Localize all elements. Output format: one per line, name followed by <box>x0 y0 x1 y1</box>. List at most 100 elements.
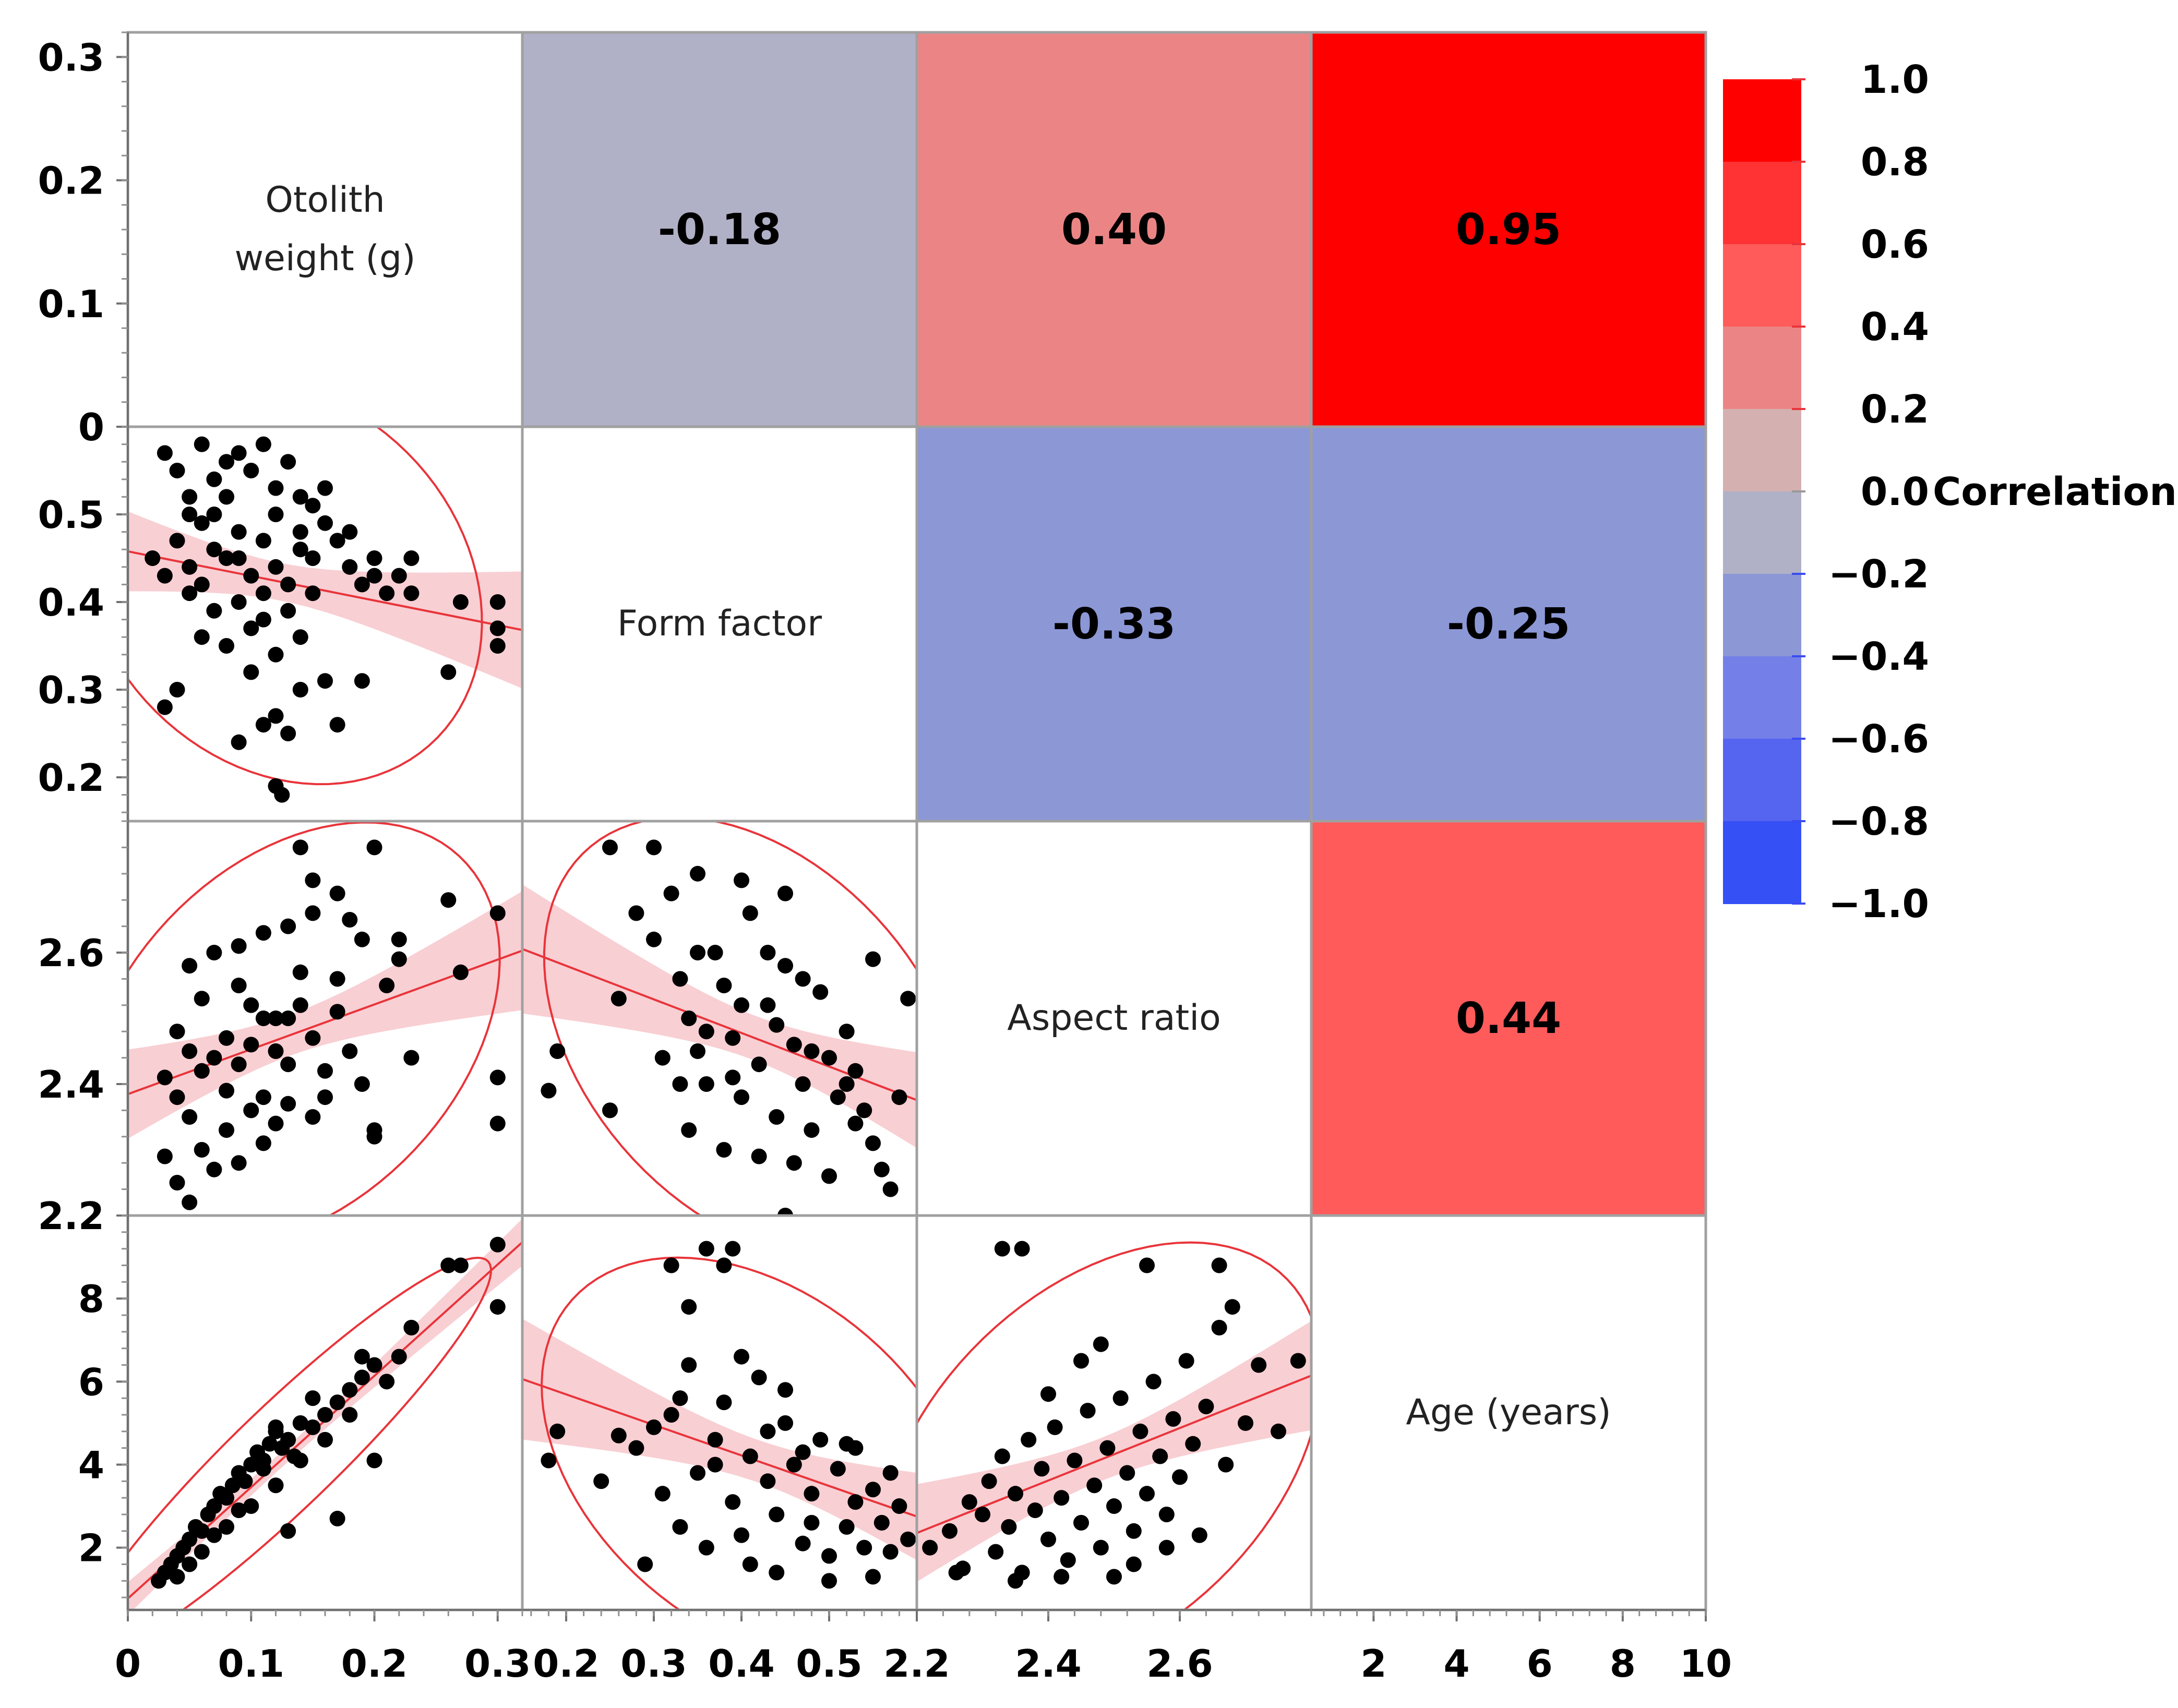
data-point <box>219 454 234 470</box>
data-point <box>182 489 198 505</box>
data-point <box>900 991 916 1007</box>
data-point <box>961 1494 977 1510</box>
data-point <box>231 550 247 566</box>
data-point <box>698 1024 714 1040</box>
data-point <box>804 1514 820 1531</box>
data-point <box>219 1490 234 1506</box>
data-point <box>354 673 370 689</box>
data-point <box>489 638 506 654</box>
data-point <box>690 865 705 882</box>
data-point <box>292 542 308 558</box>
legend-swatch <box>1723 162 1801 245</box>
data-point <box>725 1241 741 1257</box>
data-point <box>255 1089 271 1105</box>
legend-swatch <box>1723 656 1801 739</box>
data-point <box>255 611 271 628</box>
data-point <box>1178 1353 1194 1369</box>
data-point <box>292 489 308 505</box>
legend-tick-label: −0.4 <box>1828 634 1929 679</box>
data-point <box>403 1319 420 1336</box>
data-point <box>206 542 222 558</box>
legend-tick-label: 1.0 <box>1861 57 1929 102</box>
legend-tick-label: 0.4 <box>1861 305 1929 350</box>
data-point <box>1139 1257 1155 1273</box>
data-point <box>804 1043 820 1059</box>
data-point <box>760 1423 776 1439</box>
legend-swatch <box>1723 244 1801 327</box>
data-point <box>804 1486 820 1502</box>
x-tick-label: 2 <box>1360 1642 1386 1686</box>
legend-swatch <box>1723 491 1801 574</box>
data-point <box>769 1109 785 1125</box>
correlation-value: 0.44 <box>1456 994 1561 1043</box>
x-tick-label: 2.2 <box>883 1642 950 1686</box>
data-point <box>900 1531 916 1547</box>
data-point <box>882 1544 899 1560</box>
data-point <box>1047 1419 1063 1435</box>
data-point <box>786 1155 802 1171</box>
data-point <box>777 1382 793 1398</box>
data-point <box>452 964 469 980</box>
y-tick-label: 4 <box>78 1443 104 1487</box>
data-point <box>830 1461 846 1477</box>
x-tick-label: 0 <box>115 1642 141 1686</box>
data-point <box>305 1419 321 1435</box>
data-point <box>243 620 259 636</box>
data-point <box>602 1102 618 1118</box>
data-point <box>268 1115 284 1132</box>
data-point <box>646 839 662 856</box>
data-point <box>292 839 308 856</box>
data-point <box>342 1406 358 1423</box>
data-point <box>292 629 308 645</box>
y-tick-label: 6 <box>78 1360 104 1404</box>
data-point <box>243 1102 259 1118</box>
legend-tick-label: −0.8 <box>1828 799 1929 844</box>
data-point <box>865 1569 881 1585</box>
data-point <box>1158 1506 1175 1522</box>
data-point <box>292 524 308 540</box>
data-point <box>1034 1461 1050 1477</box>
data-point <box>1112 1390 1129 1406</box>
data-point <box>734 1089 749 1105</box>
data-point <box>1093 1539 1109 1556</box>
data-point <box>681 1011 697 1026</box>
data-point <box>255 436 271 452</box>
data-point <box>1054 1569 1070 1585</box>
data-point <box>707 1457 723 1473</box>
data-point <box>742 1448 758 1464</box>
data-point <box>219 638 234 654</box>
legend-tick-label: −1.0 <box>1828 882 1929 927</box>
data-point <box>268 646 284 663</box>
data-point <box>716 1257 732 1273</box>
data-point <box>821 1168 837 1184</box>
data-point <box>342 1043 358 1059</box>
y-tick-label: 0 <box>78 405 104 449</box>
data-point <box>751 1148 767 1164</box>
data-point <box>1014 1241 1030 1257</box>
data-point <box>882 1181 899 1197</box>
data-point <box>268 708 284 724</box>
data-point <box>169 1024 185 1040</box>
data-point <box>549 1423 566 1439</box>
data-point <box>725 1069 741 1086</box>
y-tick-label: 2.4 <box>38 1063 104 1106</box>
data-point <box>1001 1519 1017 1535</box>
data-point <box>280 603 296 619</box>
data-point <box>760 997 776 1013</box>
data-point <box>847 1440 864 1456</box>
y-tick-label: 8 <box>78 1277 104 1321</box>
data-point <box>268 1011 284 1026</box>
data-point <box>305 1390 321 1406</box>
data-point <box>1218 1457 1234 1473</box>
data-point <box>873 1161 890 1177</box>
data-point <box>975 1506 990 1522</box>
data-point <box>1099 1440 1116 1456</box>
data-point <box>255 533 271 549</box>
data-point <box>391 931 407 947</box>
data-point <box>366 1357 382 1373</box>
y-tick-label: 2.6 <box>38 931 104 975</box>
y-tick-label: 0.3 <box>38 668 104 712</box>
data-point <box>231 978 247 993</box>
fit-confidence-band <box>522 884 917 1148</box>
data-point <box>403 585 420 602</box>
